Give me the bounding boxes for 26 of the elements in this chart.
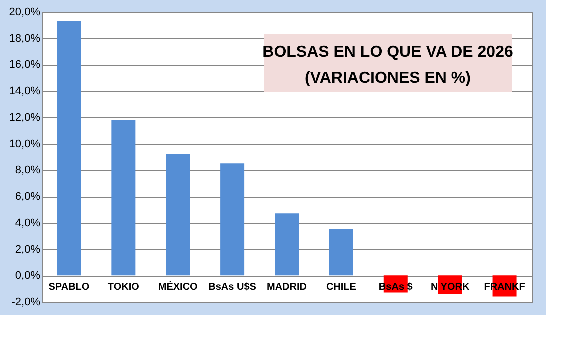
y-tick-label: 6,0%	[15, 191, 41, 204]
text: BOLSAS EN LO QUE VA DE 2026	[262, 44, 514, 61]
y-tick-label: 2,0%	[15, 244, 41, 256]
y-tick-label: 12,0%	[9, 112, 41, 124]
x-tick-label: CHILE	[326, 282, 357, 294]
y-tick-label: 16,0%	[9, 59, 41, 72]
bar	[220, 164, 245, 276]
y-tick-label: 14,0%	[9, 86, 41, 98]
y-tick-label: 18,0%	[9, 32, 41, 45]
bar	[112, 120, 136, 276]
y-tick-label: 4,0%	[15, 217, 41, 230]
bar	[166, 154, 190, 276]
x-tick-label: MADRID	[267, 282, 307, 294]
x-tick-label: MÉXICO	[158, 281, 198, 294]
text: (VARIACIONES EN %)	[305, 70, 471, 87]
x-tick-label: BsAs U$S	[208, 282, 257, 294]
bar	[329, 230, 354, 276]
y-tick-label: -2,0%	[12, 296, 41, 308]
bar	[275, 214, 299, 276]
y-tick-label: 8,0%	[15, 164, 41, 177]
y-tick-label: 20,0%	[9, 6, 41, 18]
y-tick-label: 10,0%	[9, 138, 41, 150]
x-tick-label: SPABLO	[48, 282, 90, 294]
x-tick-label: TOKIO	[108, 282, 140, 294]
bar	[57, 21, 82, 276]
y-tick-label: 0,0%	[15, 270, 41, 282]
